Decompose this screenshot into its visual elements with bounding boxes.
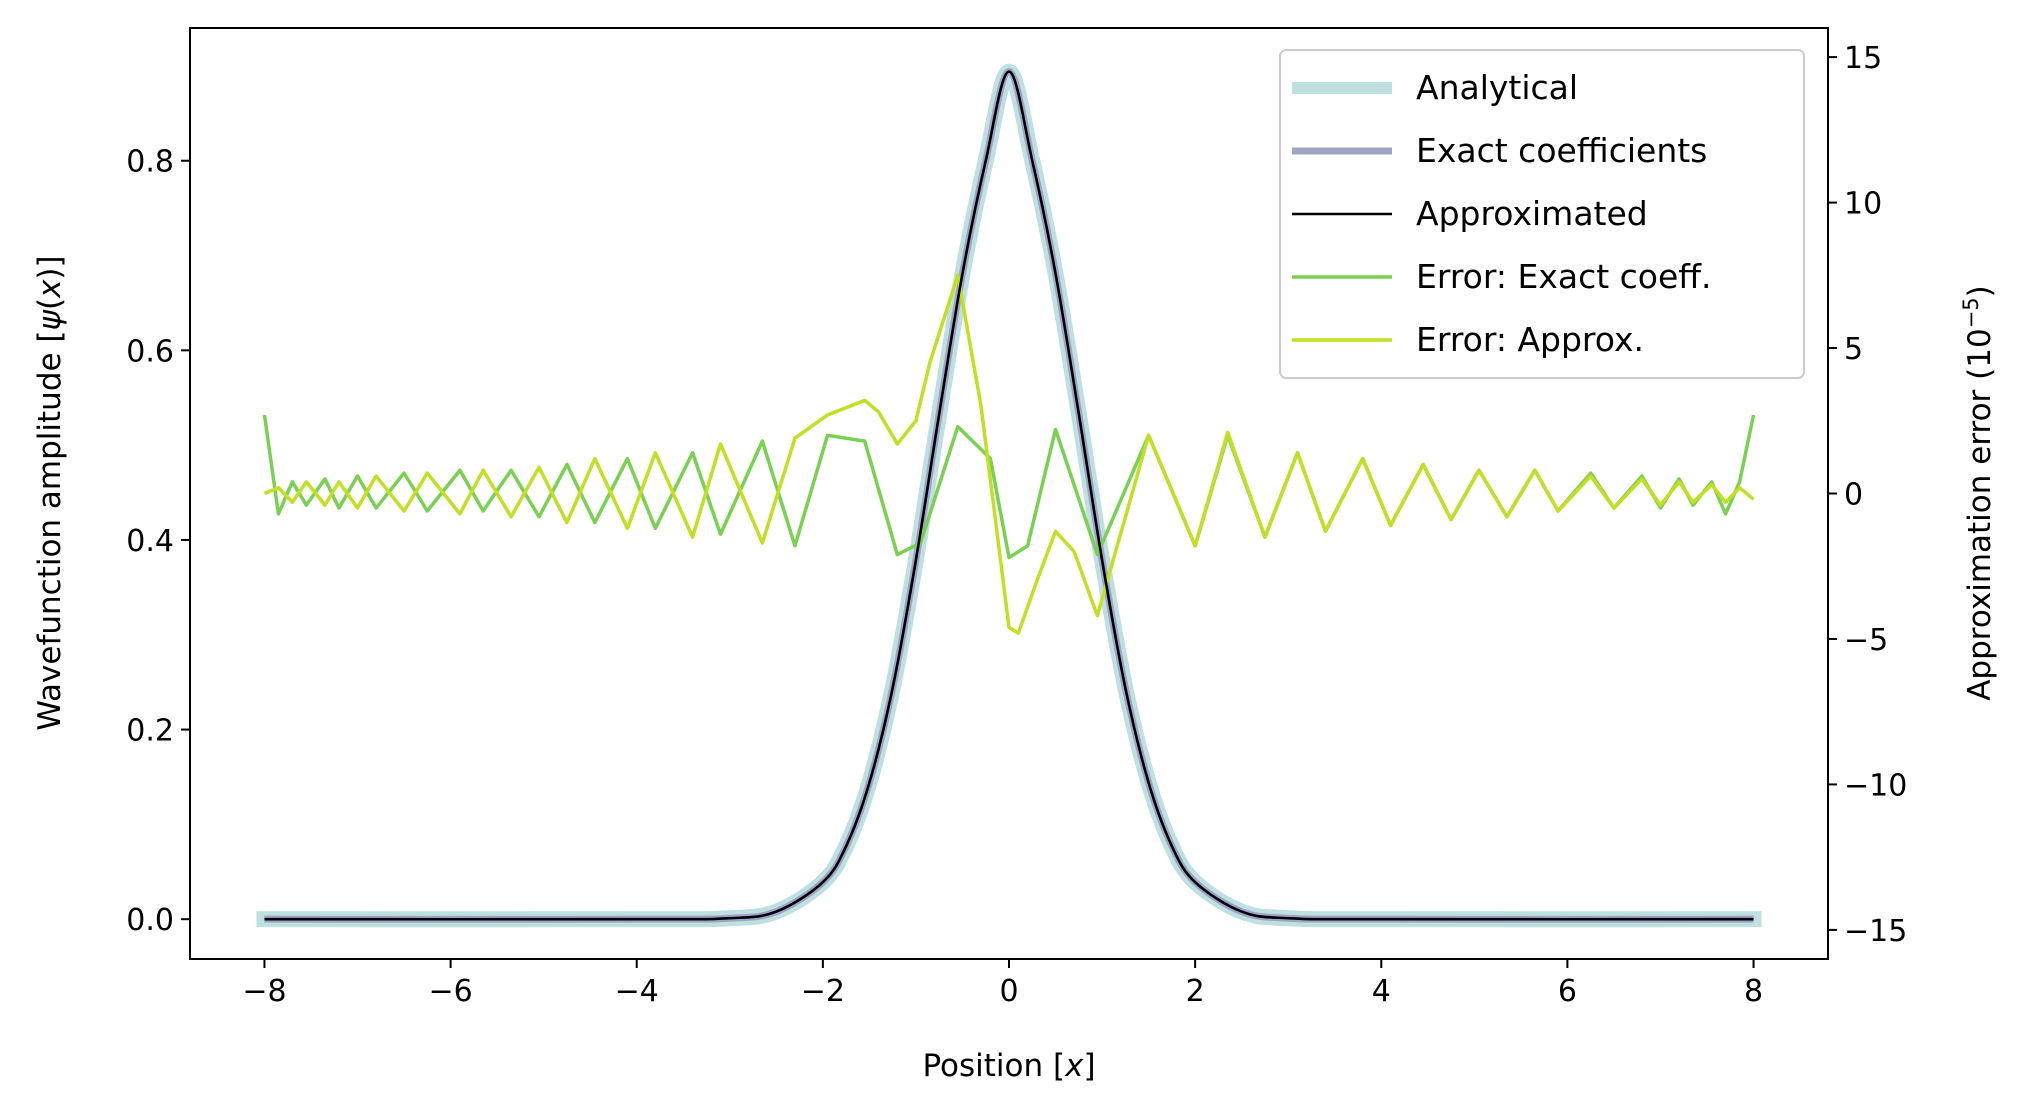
legend-label: Error: Exact coeff.	[1416, 257, 1712, 296]
x-tick-label: 6	[1558, 974, 1577, 1009]
y-right-tick-label: 0	[1844, 478, 1863, 513]
x-tick-label: −4	[615, 974, 659, 1009]
y-axis-label-right: Approximation error (10−5)	[1959, 285, 1998, 701]
legend-label: Analytical	[1416, 68, 1578, 107]
legend-label: Exact coefficients	[1416, 131, 1707, 170]
y-left-tick-label: 0.2	[126, 714, 174, 749]
series-line-5	[263, 273, 1755, 635]
x-tick-label: 8	[1744, 974, 1763, 1009]
x-axis-label: Position [x]	[922, 1048, 1095, 1084]
y-left-tick-label: 0.4	[126, 524, 174, 559]
legend-label: Approximated	[1416, 194, 1648, 233]
y-left-tick-label: 0.6	[126, 334, 174, 369]
x-tick-label: −2	[801, 974, 845, 1009]
legend-box	[1279, 49, 1805, 379]
y-right-tick-label: −10	[1844, 768, 1907, 803]
x-tick-label: 4	[1372, 974, 1391, 1009]
y-right-tick-label: 10	[1844, 187, 1882, 222]
y-axis-label-left: Wavefunction amplitude [ψ(x)]	[32, 255, 68, 730]
y-right-tick-label: −15	[1844, 914, 1907, 949]
x-tick-label: −8	[242, 974, 286, 1009]
y-left-tick-label: 0.0	[126, 903, 174, 938]
legend-label: Error: Approx.	[1416, 320, 1644, 359]
x-tick-label: 2	[1186, 974, 1205, 1009]
y-axis-right: −15 −10 −5 0 5 10 15	[1828, 41, 1907, 949]
series-line-3	[264, 70, 1754, 921]
y-axis-left: 0.0 0.2 0.4 0.6 0.8	[126, 145, 190, 938]
x-axis: −8 −6 −4 −2 0 2 4 6 8	[242, 959, 1763, 1009]
x-tick-label: −6	[428, 974, 472, 1009]
x-tick-label: 0	[999, 974, 1018, 1009]
y-right-tick-label: −5	[1844, 623, 1888, 658]
y-left-tick-label: 0.8	[126, 145, 174, 180]
legend: Analytical Exact coefficients Approximated…	[1279, 49, 1805, 379]
y-right-tick-label: 5	[1844, 332, 1863, 367]
y-right-tick-label: 15	[1844, 41, 1882, 76]
series-layer	[256, 63, 1762, 928]
